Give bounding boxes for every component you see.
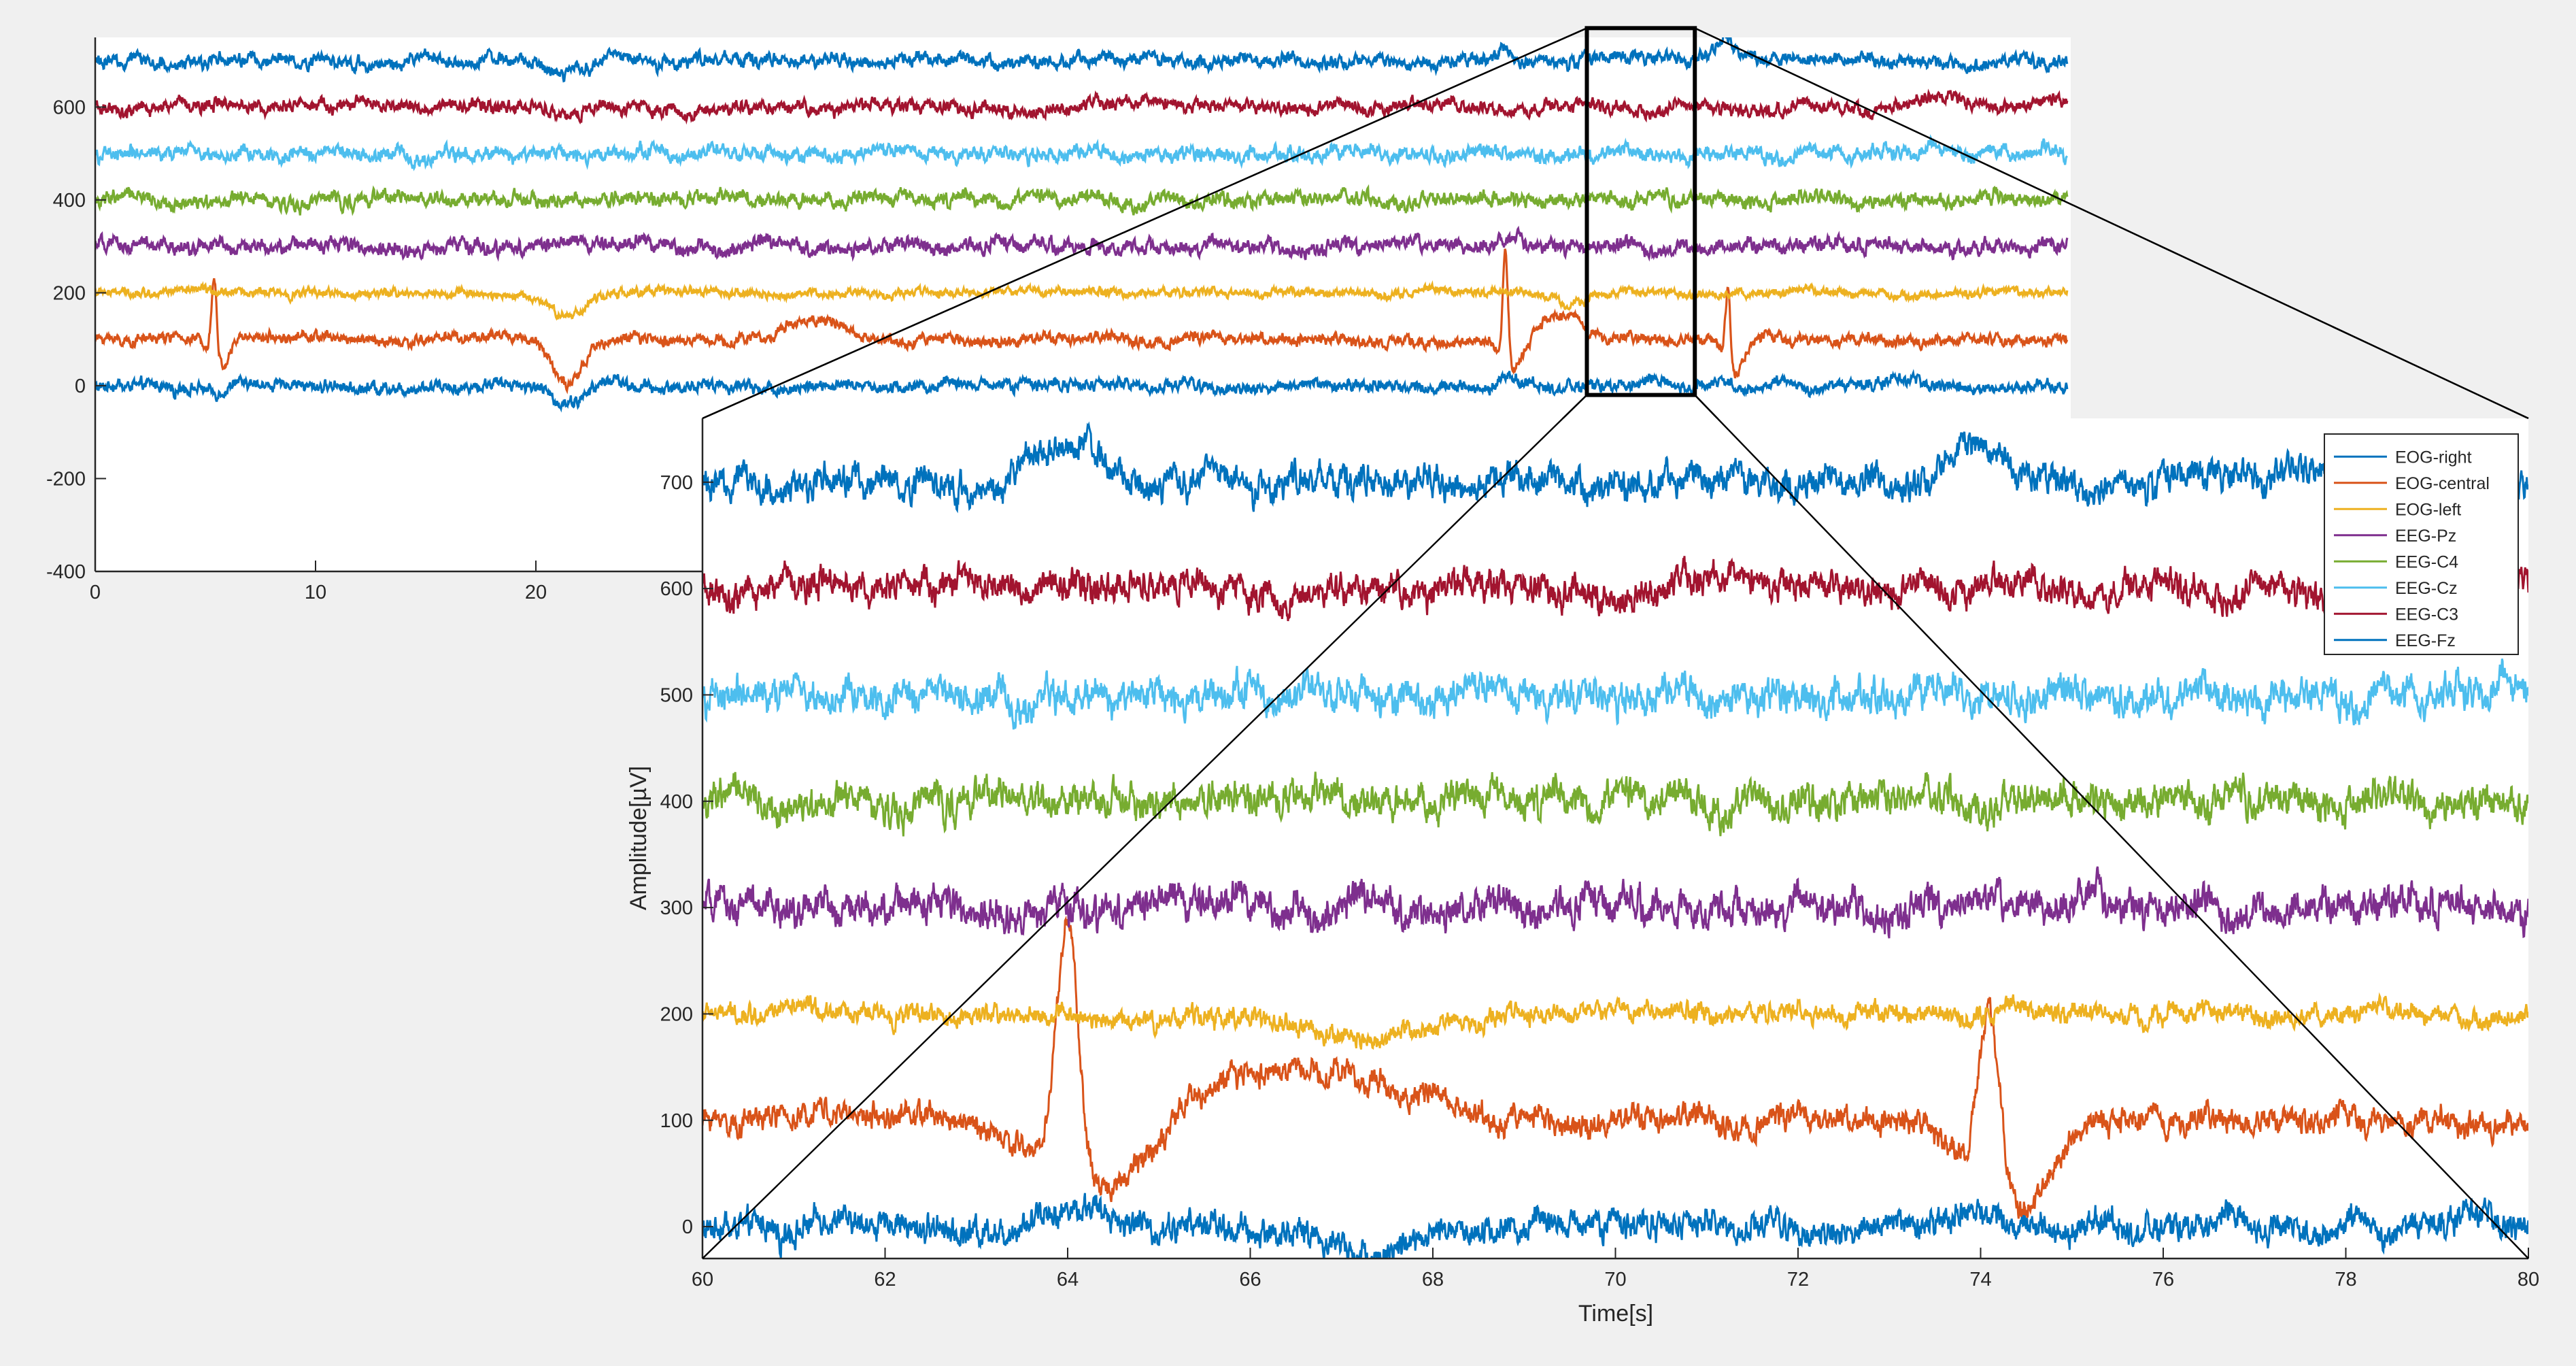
y-tick-label: 300 xyxy=(660,897,693,919)
trace-eeg-fz-0 xyxy=(702,1193,2528,1259)
y-tick-label: 600 xyxy=(53,97,86,118)
y-tick-label: 100 xyxy=(660,1110,693,1132)
trace-eeg-cz-5 xyxy=(702,658,2528,730)
x-tick-label: 74 xyxy=(1969,1269,1991,1290)
legend-label: EEG-C3 xyxy=(2395,605,2458,624)
x-tick-label: 72 xyxy=(1787,1269,1809,1290)
y-tick-label: 400 xyxy=(53,190,86,212)
legend-label: EEG-Pz xyxy=(2395,527,2456,546)
connector-line-overlay-0 xyxy=(702,27,1587,420)
trace-eeg-c4-4 xyxy=(702,771,2528,837)
y-tick-label: -400 xyxy=(46,561,86,583)
y-tick-label: 500 xyxy=(660,684,693,706)
legend-label: EEG-C4 xyxy=(2395,552,2458,571)
zoom-axes: 60 62 64 66 68 70 72 74 76 78 80 0 100 200 300 400 500 60… xyxy=(626,418,2539,1327)
legend-label: EOG-left xyxy=(2395,500,2461,519)
connector-line-overlay-3 xyxy=(1694,394,2529,1259)
x-tick-label: 20 xyxy=(525,582,547,603)
zoom-connector-lines-overlay xyxy=(702,27,2529,1259)
trace-eeg-pz-3 xyxy=(702,866,2528,939)
trace-eog-central-1 xyxy=(702,915,2528,1219)
legend-label: EOG-central xyxy=(2395,474,2490,493)
legend-label: EEG-Fz xyxy=(2395,631,2456,650)
trace-eeg-fz-0 xyxy=(95,369,2069,413)
trace-eog-left-2 xyxy=(702,992,2528,1050)
trace-eeg-c4-4 xyxy=(95,184,2069,216)
x-tick-label: 76 xyxy=(2152,1269,2174,1290)
y-tick-label: -200 xyxy=(46,468,86,490)
x-tick-label: 0 xyxy=(90,582,101,603)
x-tick-label: 70 xyxy=(1604,1269,1626,1290)
x-tick-label: 64 xyxy=(1057,1269,1079,1290)
zoom-ticks: 60 62 64 66 68 70 72 74 76 78 80 0 100 200 300 400 500 60… xyxy=(660,472,2540,1290)
trace-eog-left-2 xyxy=(95,280,2069,321)
y-axis-label: Amplitude[µV] xyxy=(626,766,651,910)
y-tick-label: 0 xyxy=(682,1216,693,1238)
x-axis-label: Time[s] xyxy=(1578,1301,1653,1327)
trace-eeg-c3-6 xyxy=(702,556,2528,622)
overview-traces xyxy=(95,37,2069,413)
overview-ticks: 0 10 20 -400 -200 0 200 400 600 xyxy=(46,97,547,603)
x-tick-label: 62 xyxy=(874,1269,896,1290)
x-tick-label: 10 xyxy=(305,582,326,603)
x-tick-label: 80 xyxy=(2518,1269,2539,1290)
x-tick-label: 66 xyxy=(1239,1269,1261,1290)
trace-eog-central-1 xyxy=(95,248,2069,395)
trace-eeg-c3-6 xyxy=(95,88,2069,125)
trace-eeg-fz-7 xyxy=(95,37,2069,83)
x-tick-label: 68 xyxy=(1422,1269,1444,1290)
connector-line-overlay-2 xyxy=(702,394,1588,1259)
y-tick-label: 200 xyxy=(53,282,86,304)
trace-eeg-pz-3 xyxy=(95,225,2069,262)
y-tick-label: 700 xyxy=(660,472,693,494)
trace-eeg-fz-7 xyxy=(702,421,2528,514)
y-tick-label: 200 xyxy=(660,1003,693,1025)
y-tick-label: 600 xyxy=(660,578,693,600)
legend: EOG-right EOG-central EOG-left EEG-Pz EEG-C4… xyxy=(2324,433,2519,655)
connector-line-overlay-1 xyxy=(1694,27,2529,420)
x-tick-label: 78 xyxy=(2335,1269,2356,1290)
x-tick-label: 60 xyxy=(692,1269,713,1290)
y-tick-label: 400 xyxy=(660,791,693,813)
trace-eeg-cz-5 xyxy=(95,134,2069,171)
zoom-region-box xyxy=(1584,26,1697,397)
legend-box xyxy=(2324,433,2519,655)
legend-label: EEG-Cz xyxy=(2395,579,2458,598)
zoom-traces xyxy=(702,421,2528,1259)
legend-label: EOG-right xyxy=(2395,448,2472,467)
y-tick-label: 0 xyxy=(75,376,86,397)
